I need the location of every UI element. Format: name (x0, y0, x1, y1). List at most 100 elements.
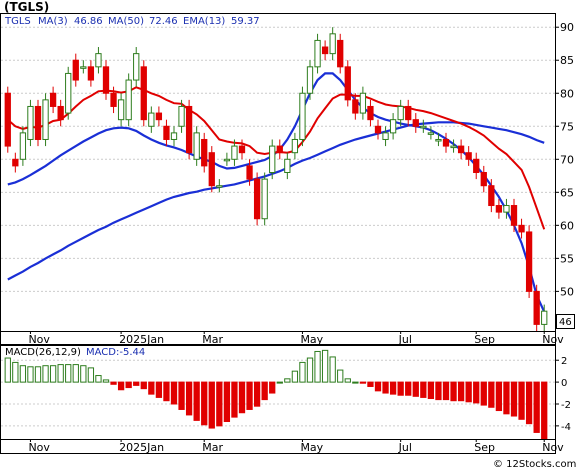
x-tick-label: Mar (202, 441, 223, 454)
macd-bar (223, 381, 231, 422)
candle-body (541, 310, 548, 325)
candle-body (344, 66, 351, 101)
price-y-axis: 50 55 60 65 70 75 80 85 90 (555, 21, 574, 298)
macd-bar (495, 381, 503, 412)
macd-bar (510, 381, 518, 417)
macd-bar (72, 364, 79, 383)
candle-body (65, 72, 72, 114)
watermark: © 12Stocks.com (493, 459, 576, 470)
macd-x-axis (0, 439, 556, 454)
macd-bar (488, 381, 495, 408)
candle-body (450, 145, 457, 149)
macd-bar (231, 381, 238, 418)
macd-bar (518, 381, 525, 420)
macd-bar (201, 381, 208, 426)
price-tick-label: 60 (560, 219, 574, 232)
macd-bar (473, 381, 480, 404)
candle-body (465, 152, 472, 160)
candle-body (382, 132, 389, 140)
macd-bar (450, 381, 457, 402)
candle-body (329, 33, 336, 55)
price-x-ticks: Nov 2025Jan Mar May Jul Sep Nov (28, 331, 564, 346)
legend-ma50-value: 72.46 (149, 16, 178, 27)
candle-body (170, 132, 178, 140)
macd-bar (457, 381, 465, 402)
macd-bar (503, 381, 510, 415)
legend-symbol: TGLS (4, 16, 31, 27)
macd-x-ticks: Nov 2025Jan Mar May Jul Sep Nov (28, 439, 564, 454)
macd-bar (321, 349, 329, 383)
macd-bar (178, 381, 185, 410)
macd-bar (382, 381, 389, 394)
candle-body (412, 119, 419, 127)
macd-bar (80, 365, 87, 383)
candle-body (72, 59, 79, 81)
candle-body (495, 205, 503, 213)
candle-body (238, 145, 246, 154)
macd-bar (480, 381, 487, 406)
macd-bar (352, 381, 359, 384)
candle-body (4, 92, 11, 147)
price-tick-label: 50 (560, 285, 574, 298)
candle-body (427, 132, 435, 135)
price-tick-label: 65 (560, 186, 574, 199)
price-tick-label: 90 (560, 21, 574, 34)
x-tick-label: May (300, 333, 323, 346)
macd-bar (12, 361, 19, 383)
macd-bar (65, 364, 72, 383)
candle-body (102, 66, 110, 94)
x-tick-label: Jul (398, 441, 412, 454)
candle-body (133, 53, 140, 81)
macd-bar (95, 375, 102, 383)
macd-bar (163, 381, 170, 402)
candle-body (306, 66, 314, 94)
candle-body (314, 39, 321, 68)
macd-bar (155, 381, 163, 398)
macd-bar (208, 381, 215, 429)
macd-value: MACD:-5.44 (86, 347, 145, 358)
x-tick-label: 2025Jan (119, 441, 164, 454)
candle-body (155, 112, 163, 121)
macd-bar (359, 381, 367, 384)
candle-body (95, 53, 102, 68)
price-tick-label: 70 (560, 153, 574, 166)
macd-bar (117, 381, 125, 391)
candle-body (261, 178, 268, 220)
candle-body (420, 125, 427, 129)
macd-bar (238, 381, 246, 414)
price-tick-label: 55 (560, 252, 574, 265)
macd-bar (405, 381, 412, 396)
macd-bar (329, 356, 336, 383)
candle-body (397, 105, 404, 121)
candle-body (389, 119, 397, 134)
macd-bar (261, 381, 268, 401)
macd-bar (541, 381, 548, 442)
macd-tick-label: -4 (561, 422, 571, 433)
macd-bar (314, 350, 321, 383)
x-tick-label: Sep (474, 333, 495, 346)
legend-ema13-value: 59.37 (231, 16, 260, 27)
macd-bar (533, 381, 540, 433)
macd-histogram (4, 349, 548, 442)
candle-body (140, 66, 147, 121)
candle-body (359, 92, 367, 114)
macd-bar (185, 381, 193, 416)
candle-body (269, 145, 276, 173)
ema13-line (7, 86, 546, 230)
candle-body (27, 105, 34, 140)
macd-bar (42, 365, 49, 383)
macd-bar (374, 381, 382, 392)
candle-body (231, 145, 238, 160)
candle-body (405, 105, 412, 121)
macd-bar (525, 381, 533, 425)
macd-bar (291, 370, 299, 383)
x-tick-label: May (300, 441, 323, 454)
candle-body (57, 105, 64, 121)
candle-body (117, 99, 125, 121)
candle-body (185, 105, 193, 154)
candle-body (80, 66, 87, 69)
price-grid (1, 26, 555, 292)
macd-bar (140, 381, 147, 390)
candle-body (12, 158, 19, 167)
